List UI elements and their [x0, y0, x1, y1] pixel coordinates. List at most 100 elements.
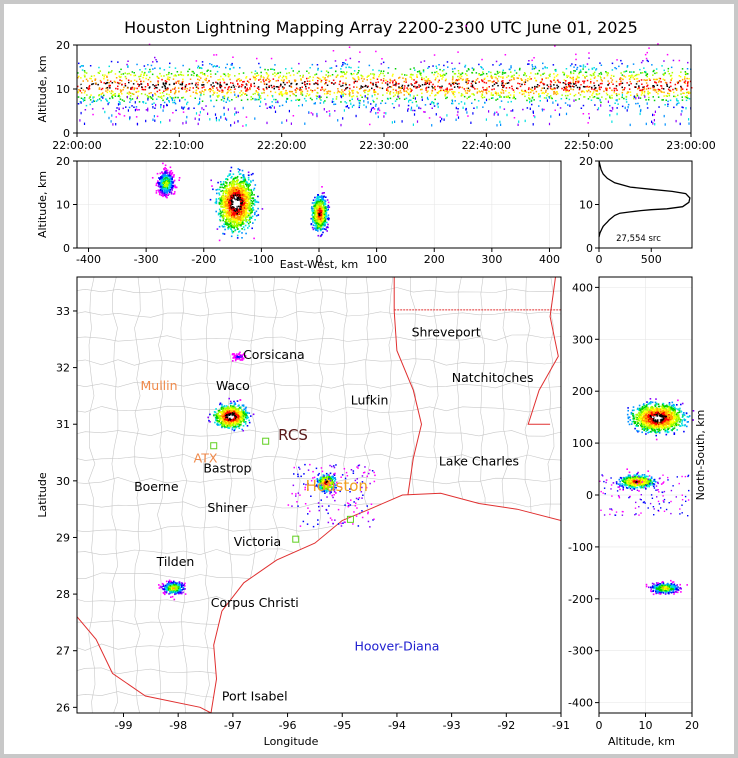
ns-storm-houston: [605, 468, 664, 492]
map-xtick-label: -98: [169, 719, 187, 732]
ns-ytick-label: 100: [572, 437, 593, 450]
state-border-tx-la: [393, 277, 423, 496]
city-label: ATX: [194, 451, 218, 466]
time-ytick-label: 10: [56, 83, 70, 96]
map-xtick-label: -95: [333, 719, 351, 732]
map-xlabel: Longitude: [264, 735, 319, 748]
map-storm-waco: [207, 397, 255, 432]
map-xtick-label: -93: [443, 719, 461, 732]
ew-storm-houston: [310, 186, 331, 238]
ns-ytick-label: 400: [572, 281, 593, 294]
coastline: [210, 492, 561, 713]
city-label: Corpus Christi: [211, 595, 299, 610]
rio-grande-border: [77, 616, 212, 713]
ew-storm-west: [151, 162, 181, 199]
ns-ylabel: North-South, km: [694, 410, 707, 501]
ns-storm-south: [645, 579, 688, 596]
state-border-la-ms: [527, 277, 559, 425]
ew-ytick-label: 0: [63, 242, 70, 255]
map-ytick-label: 27: [56, 645, 70, 658]
city-label: Boerne: [134, 479, 179, 494]
time-xtick-label: 22:20:00: [257, 139, 306, 152]
lma-station-marker: [346, 515, 354, 523]
map-ylabel: Latitude: [36, 472, 49, 518]
time-ytick-label: 20: [56, 39, 70, 52]
ns-xtick-label: 0: [596, 719, 603, 732]
ns-ytick-label: -300: [568, 645, 593, 658]
ew-xtick-label: 100: [366, 253, 387, 266]
lma-station-marker: [292, 535, 300, 543]
time-xtick-label: 22:50:00: [564, 139, 613, 152]
map-ytick-label: 33: [56, 305, 70, 318]
map-xtick-label: -97: [224, 719, 242, 732]
city-label: Corsicana: [243, 347, 305, 362]
time-ylabel: Altitude, km: [36, 55, 49, 122]
ns-ytick-label: 300: [572, 333, 593, 346]
city-label: Mullin: [141, 378, 178, 393]
map-ytick-label: 32: [56, 362, 70, 375]
ew-xtick-label: 400: [539, 253, 560, 266]
ew-xtick-label: -100: [249, 253, 274, 266]
source-count-annotation: 27,554 src: [616, 234, 661, 244]
map-ytick-label: 28: [56, 588, 70, 601]
ns-scattered-sources: [599, 474, 690, 517]
ns-ytick-label: 200: [572, 385, 593, 398]
map-storm-north: [231, 351, 247, 362]
lma-station-marker: [262, 437, 270, 445]
time-ytick-label: 0: [63, 127, 70, 140]
ns-xtick-label: 10: [639, 719, 653, 732]
ew-storm-central: [209, 166, 264, 242]
ew-xtick-label: -400: [76, 253, 101, 266]
time-xtick-label: 22:10:00: [155, 139, 204, 152]
ns-xlabel: Altitude, km: [608, 735, 675, 748]
chart-title: Houston Lightning Mapping Array 2200-230…: [124, 18, 638, 37]
time-xtick-label: 22:40:00: [462, 139, 511, 152]
ew-xtick-label: 200: [424, 253, 445, 266]
map-storm-tilden: [158, 579, 187, 601]
figure-canvas: Houston Lightning Mapping Array 2200-230…: [36, 18, 716, 748]
time-xtick-label: 22:30:00: [359, 139, 408, 152]
map-xtick-label: -99: [115, 719, 133, 732]
map-xtick-label: -94: [388, 719, 406, 732]
ew-xlabel: East-West, km: [280, 258, 358, 271]
ns-ytick-label: -200: [568, 593, 593, 606]
time-source-cloud: [77, 25, 693, 127]
map-xtick-label: -92: [497, 719, 515, 732]
city-label: Shreveport: [412, 324, 481, 339]
ew-xtick-label: 0: [316, 253, 323, 266]
ns-ytick-label: -400: [568, 697, 593, 710]
city-label: Lufkin: [351, 392, 389, 407]
ew-xtick-label: -200: [191, 253, 216, 266]
ns-xtick-label: 20: [685, 719, 699, 732]
ew-xtick-label: -300: [134, 253, 159, 266]
city-label: Houston: [306, 477, 368, 495]
ew-xtick-label: 300: [481, 253, 502, 266]
time-xtick-label: 22:00:00: [52, 139, 101, 152]
city-label: Natchitoches: [452, 370, 534, 385]
map-ytick-label: 26: [56, 701, 70, 714]
city-label: Shiner: [207, 500, 248, 515]
map-scattered-sources: [287, 463, 376, 528]
map-xtick-label: -91: [552, 719, 570, 732]
hist-xtick-label: 0: [596, 253, 603, 266]
map-ytick-label: 30: [56, 475, 70, 488]
hist-xtick-label: 500: [641, 253, 662, 266]
hist-ytick-label: 10: [579, 199, 593, 212]
ew-ylabel: Altitude, km: [36, 171, 49, 238]
map-xtick-label: -96: [279, 719, 297, 732]
gulf-water: [211, 493, 561, 713]
hist-ytick-label: 0: [586, 242, 593, 255]
time-xtick-label: 23:00:00: [666, 139, 715, 152]
ew-ytick-label: 20: [56, 155, 70, 168]
map-content: Shreveport Corsicana Mullin Waco Natchitoche…: [77, 277, 561, 713]
city-label: Port Isabel: [222, 689, 288, 704]
ew-ytick-label: 10: [56, 199, 70, 212]
map-ytick-label: 31: [56, 418, 70, 431]
city-label: Waco: [216, 378, 250, 393]
altitude-histogram-panel: 0 500 0 10 20 27,554 src: [579, 155, 693, 266]
city-label: Lake Charles: [439, 454, 519, 469]
ns-ytick-label: 0: [586, 489, 593, 502]
city-label: Hoover-Diana: [354, 639, 439, 654]
city-label: Tilden: [156, 554, 195, 569]
